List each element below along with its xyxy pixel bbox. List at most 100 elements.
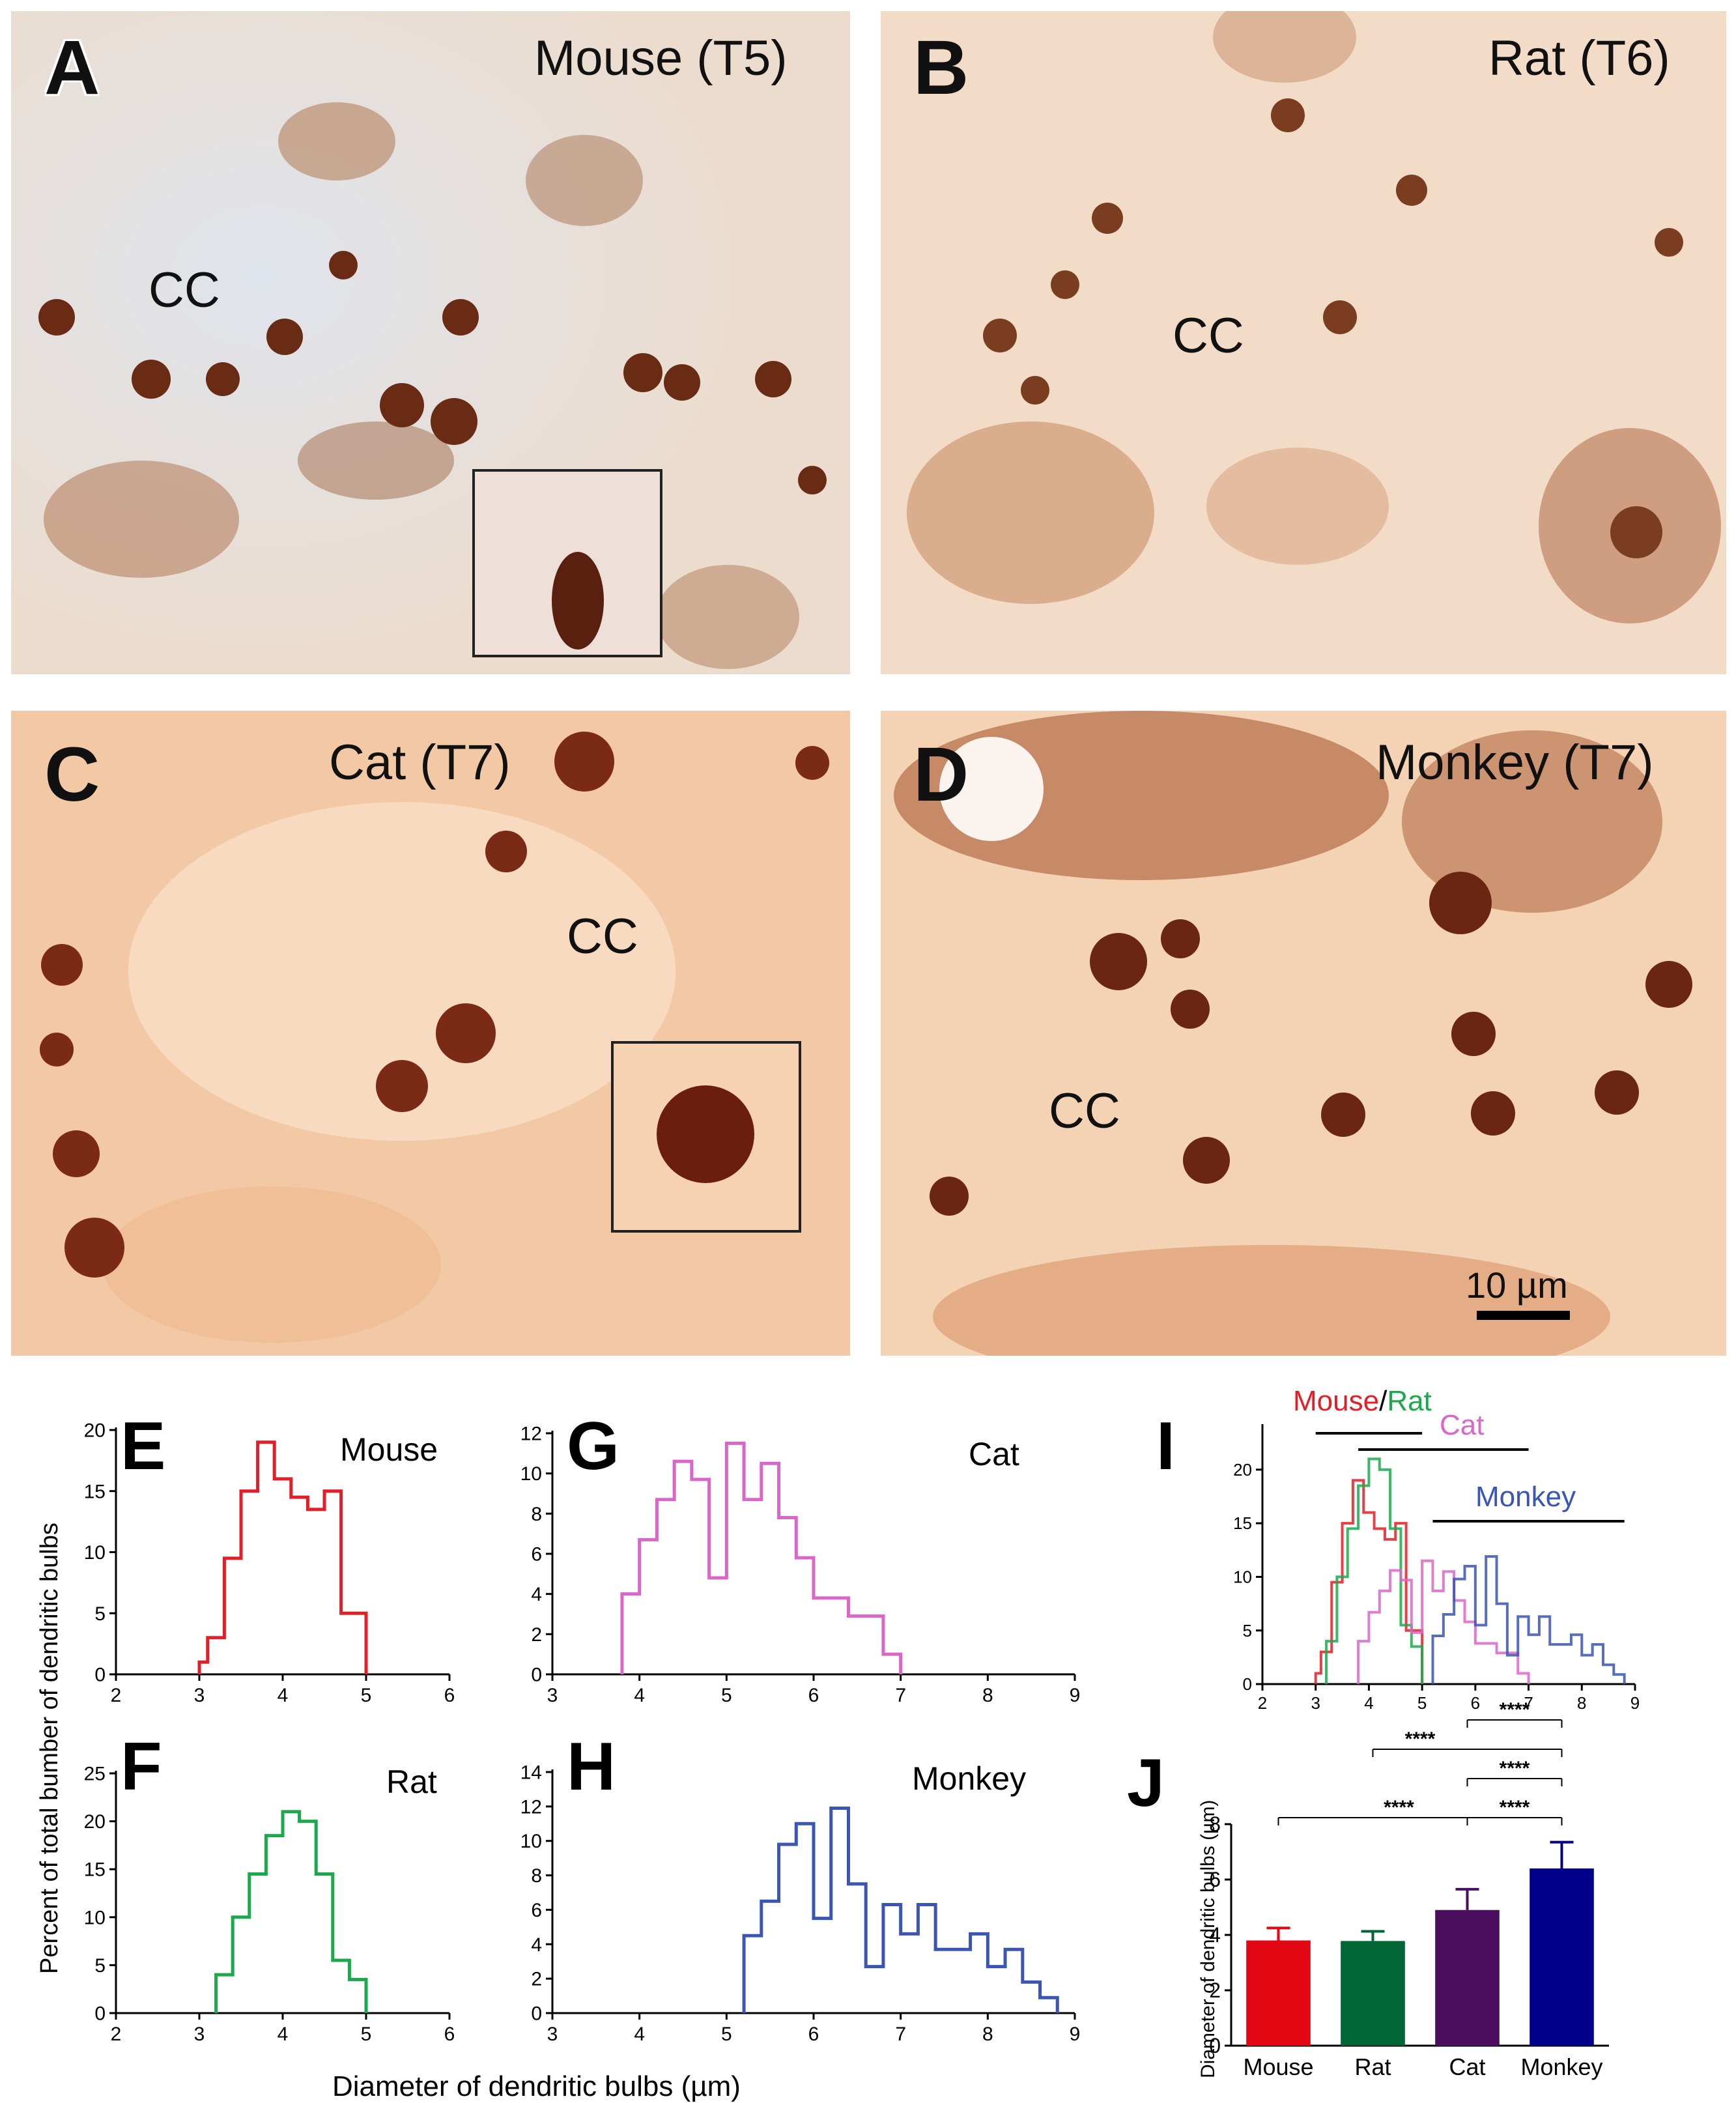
chart-i-range-label: Cat <box>1440 1409 1484 1441</box>
chart-j-category-label: Monkey <box>1520 2053 1602 2080</box>
chart-j-category-label: Cat <box>1449 2053 1485 2080</box>
micrograph-d-image <box>881 711 1726 1356</box>
chart-j-y-tick-label: 6 <box>1209 1868 1221 1891</box>
chart-f-x-tick-label: 3 <box>194 2024 205 2045</box>
micrograph-b-image <box>881 11 1726 674</box>
chart-j-bar-rat <box>1341 1941 1405 2046</box>
chart-h-x-tick-label: 4 <box>634 2024 645 2045</box>
chart-i-x-tick-label: 7 <box>1524 1693 1533 1713</box>
chart-h-x-tick-label: 8 <box>982 2024 993 2045</box>
chart-i-range-label-part: Monkey <box>1475 1481 1576 1513</box>
chart-j-y-tick-label: 8 <box>1209 1812 1221 1836</box>
chart-j-category-label: Rat <box>1354 2053 1391 2080</box>
chart-e-x-tick-label: 2 <box>111 1685 122 1706</box>
chart-h-y-tick-label: 14 <box>520 1762 542 1784</box>
chart-h-x-tick-label: 6 <box>808 2024 819 2045</box>
chart-j-significance <box>1277 1817 1468 1825</box>
chart-e-y-tick-label: 0 <box>94 1665 106 1686</box>
chart-f-x-tick-label: 4 <box>277 2024 289 2045</box>
chart-g-x-tick-label: 5 <box>721 1685 732 1706</box>
panel-letter-h: H <box>567 1729 616 1805</box>
chart-j-significance <box>1466 1817 1563 1825</box>
panel-letter-b: B <box>913 25 969 111</box>
chart-e-title: Mouse <box>340 1431 438 1468</box>
chart-f-x-tick-label: 6 <box>444 2024 455 2045</box>
chart-e-x-tick-label: 3 <box>194 1685 205 1706</box>
chart-i-y-tick-label: 10 <box>1233 1567 1252 1587</box>
chart-f-y-tick-label: 25 <box>84 1764 106 1785</box>
chart-e-x-tick-label: 4 <box>277 1685 289 1706</box>
chart-i-range-label: Mouse/Rat <box>1293 1385 1432 1417</box>
chart-h-y-tick-label: 2 <box>531 1969 542 1990</box>
chart-h-x-tick-label: 9 <box>1070 2024 1081 2045</box>
chart-i-x-tick-label: 2 <box>1258 1693 1267 1713</box>
chart-j-significance <box>1466 1778 1563 1786</box>
scale-bar-label: 10 µm <box>1466 1265 1568 1306</box>
chart-f-x-tick-label: 5 <box>361 2024 372 2045</box>
chart-e-y-tick-label: 20 <box>84 1420 106 1442</box>
panel-letter-f: F <box>121 1729 162 1805</box>
species-label-d: Monkey (T7) <box>1376 735 1654 790</box>
chart-h-y-tick-label: 0 <box>531 2003 542 2025</box>
chart-g-series-line <box>620 1441 903 1674</box>
chart-h-y-tick-label: 6 <box>531 1900 542 1921</box>
chart-j-y-tick-label: 2 <box>1209 1979 1221 2002</box>
chart-h-title: Monkey <box>912 1760 1027 1797</box>
micrograph-a-image <box>11 11 850 674</box>
chart-i-series-monkey <box>1431 1555 1626 1684</box>
micrograph-c-image <box>11 711 850 1356</box>
panel-letter-j: J <box>1127 1745 1165 1821</box>
chart-j-bar-monkey <box>1530 1868 1594 2046</box>
chart-i-x-tick-label: 4 <box>1364 1693 1373 1713</box>
chart-i-series-rat <box>1325 1457 1424 1684</box>
chart-e-y-tick-label: 15 <box>84 1481 106 1502</box>
chart-g-y-tick-label: 8 <box>531 1504 542 1525</box>
chart-j-y-title: Diameter of dendritic bulbs (µm) <box>1197 1799 1219 2078</box>
chart-f-x-tick-label: 2 <box>111 2024 122 2045</box>
chart-e-x-tick-label: 5 <box>361 1685 372 1706</box>
chart-j-significance <box>1372 1749 1563 1757</box>
chart-g-title: Cat <box>969 1436 1019 1472</box>
chart-i-x-tick-label: 5 <box>1417 1693 1427 1713</box>
chart-i-series-cat <box>1357 1559 1530 1684</box>
shared-y-axis-title: Percent of total bumber of dendritic bul… <box>36 1523 63 1974</box>
chart-f-title: Rat <box>386 1764 437 1800</box>
panel-letter-d: D <box>913 732 969 818</box>
chart-g-y-tick-label: 10 <box>520 1463 542 1485</box>
chart-i-x-tick-label: 9 <box>1630 1693 1640 1713</box>
micrograph-panel-a <box>11 11 850 674</box>
chart-i-range-label: Monkey <box>1475 1481 1576 1513</box>
chart-g-y-tick-label: 4 <box>531 1584 542 1605</box>
chart-g-x-tick-label: 6 <box>808 1685 819 1706</box>
micrograph-panel-b <box>881 11 1726 674</box>
chart-j-bar-mouse <box>1246 1940 1311 2046</box>
chart-i-x-tick-label: 6 <box>1471 1693 1480 1713</box>
chart-h-y-tick-label: 8 <box>531 1865 542 1887</box>
chart-g-x-tick-label: 3 <box>547 1685 558 1706</box>
chart-g-x-tick-label: 4 <box>634 1685 645 1706</box>
chart-f-series-line <box>214 1810 368 2013</box>
cc-label-c: CC <box>567 909 638 964</box>
chart-j-significance-label: **** <box>1500 1758 1530 1779</box>
chart-g-x-tick-label: 7 <box>895 1685 906 1706</box>
chart-h-y-tick-label: 12 <box>520 1796 542 1818</box>
chart-g-x-tick-label: 8 <box>982 1685 993 1706</box>
chart-j-y-tick-label: 4 <box>1209 1923 1221 1947</box>
scale-bar <box>1477 1311 1570 1320</box>
chart-i-range-label-part: Cat <box>1440 1409 1484 1441</box>
chart-f-y-tick-label: 15 <box>84 1859 106 1881</box>
chart-i-y-tick-label: 0 <box>1243 1674 1252 1694</box>
chart-h-x-tick-label: 7 <box>895 2024 906 2045</box>
chart-g-x-tick-label: 9 <box>1070 1685 1081 1706</box>
panel-letter-g: G <box>567 1409 619 1484</box>
species-label-b: Rat (T6) <box>1488 31 1670 86</box>
chart-f-y-tick-label: 0 <box>94 2003 106 2025</box>
chart-j-significance <box>1466 1719 1563 1728</box>
micrograph-panel-d <box>881 711 1726 1356</box>
chart-j-significance-label: **** <box>1500 1797 1530 1818</box>
panel-letter-e: E <box>121 1409 166 1484</box>
species-label-a: Mouse (T5) <box>534 31 788 86</box>
chart-e-series-line <box>197 1440 368 1674</box>
